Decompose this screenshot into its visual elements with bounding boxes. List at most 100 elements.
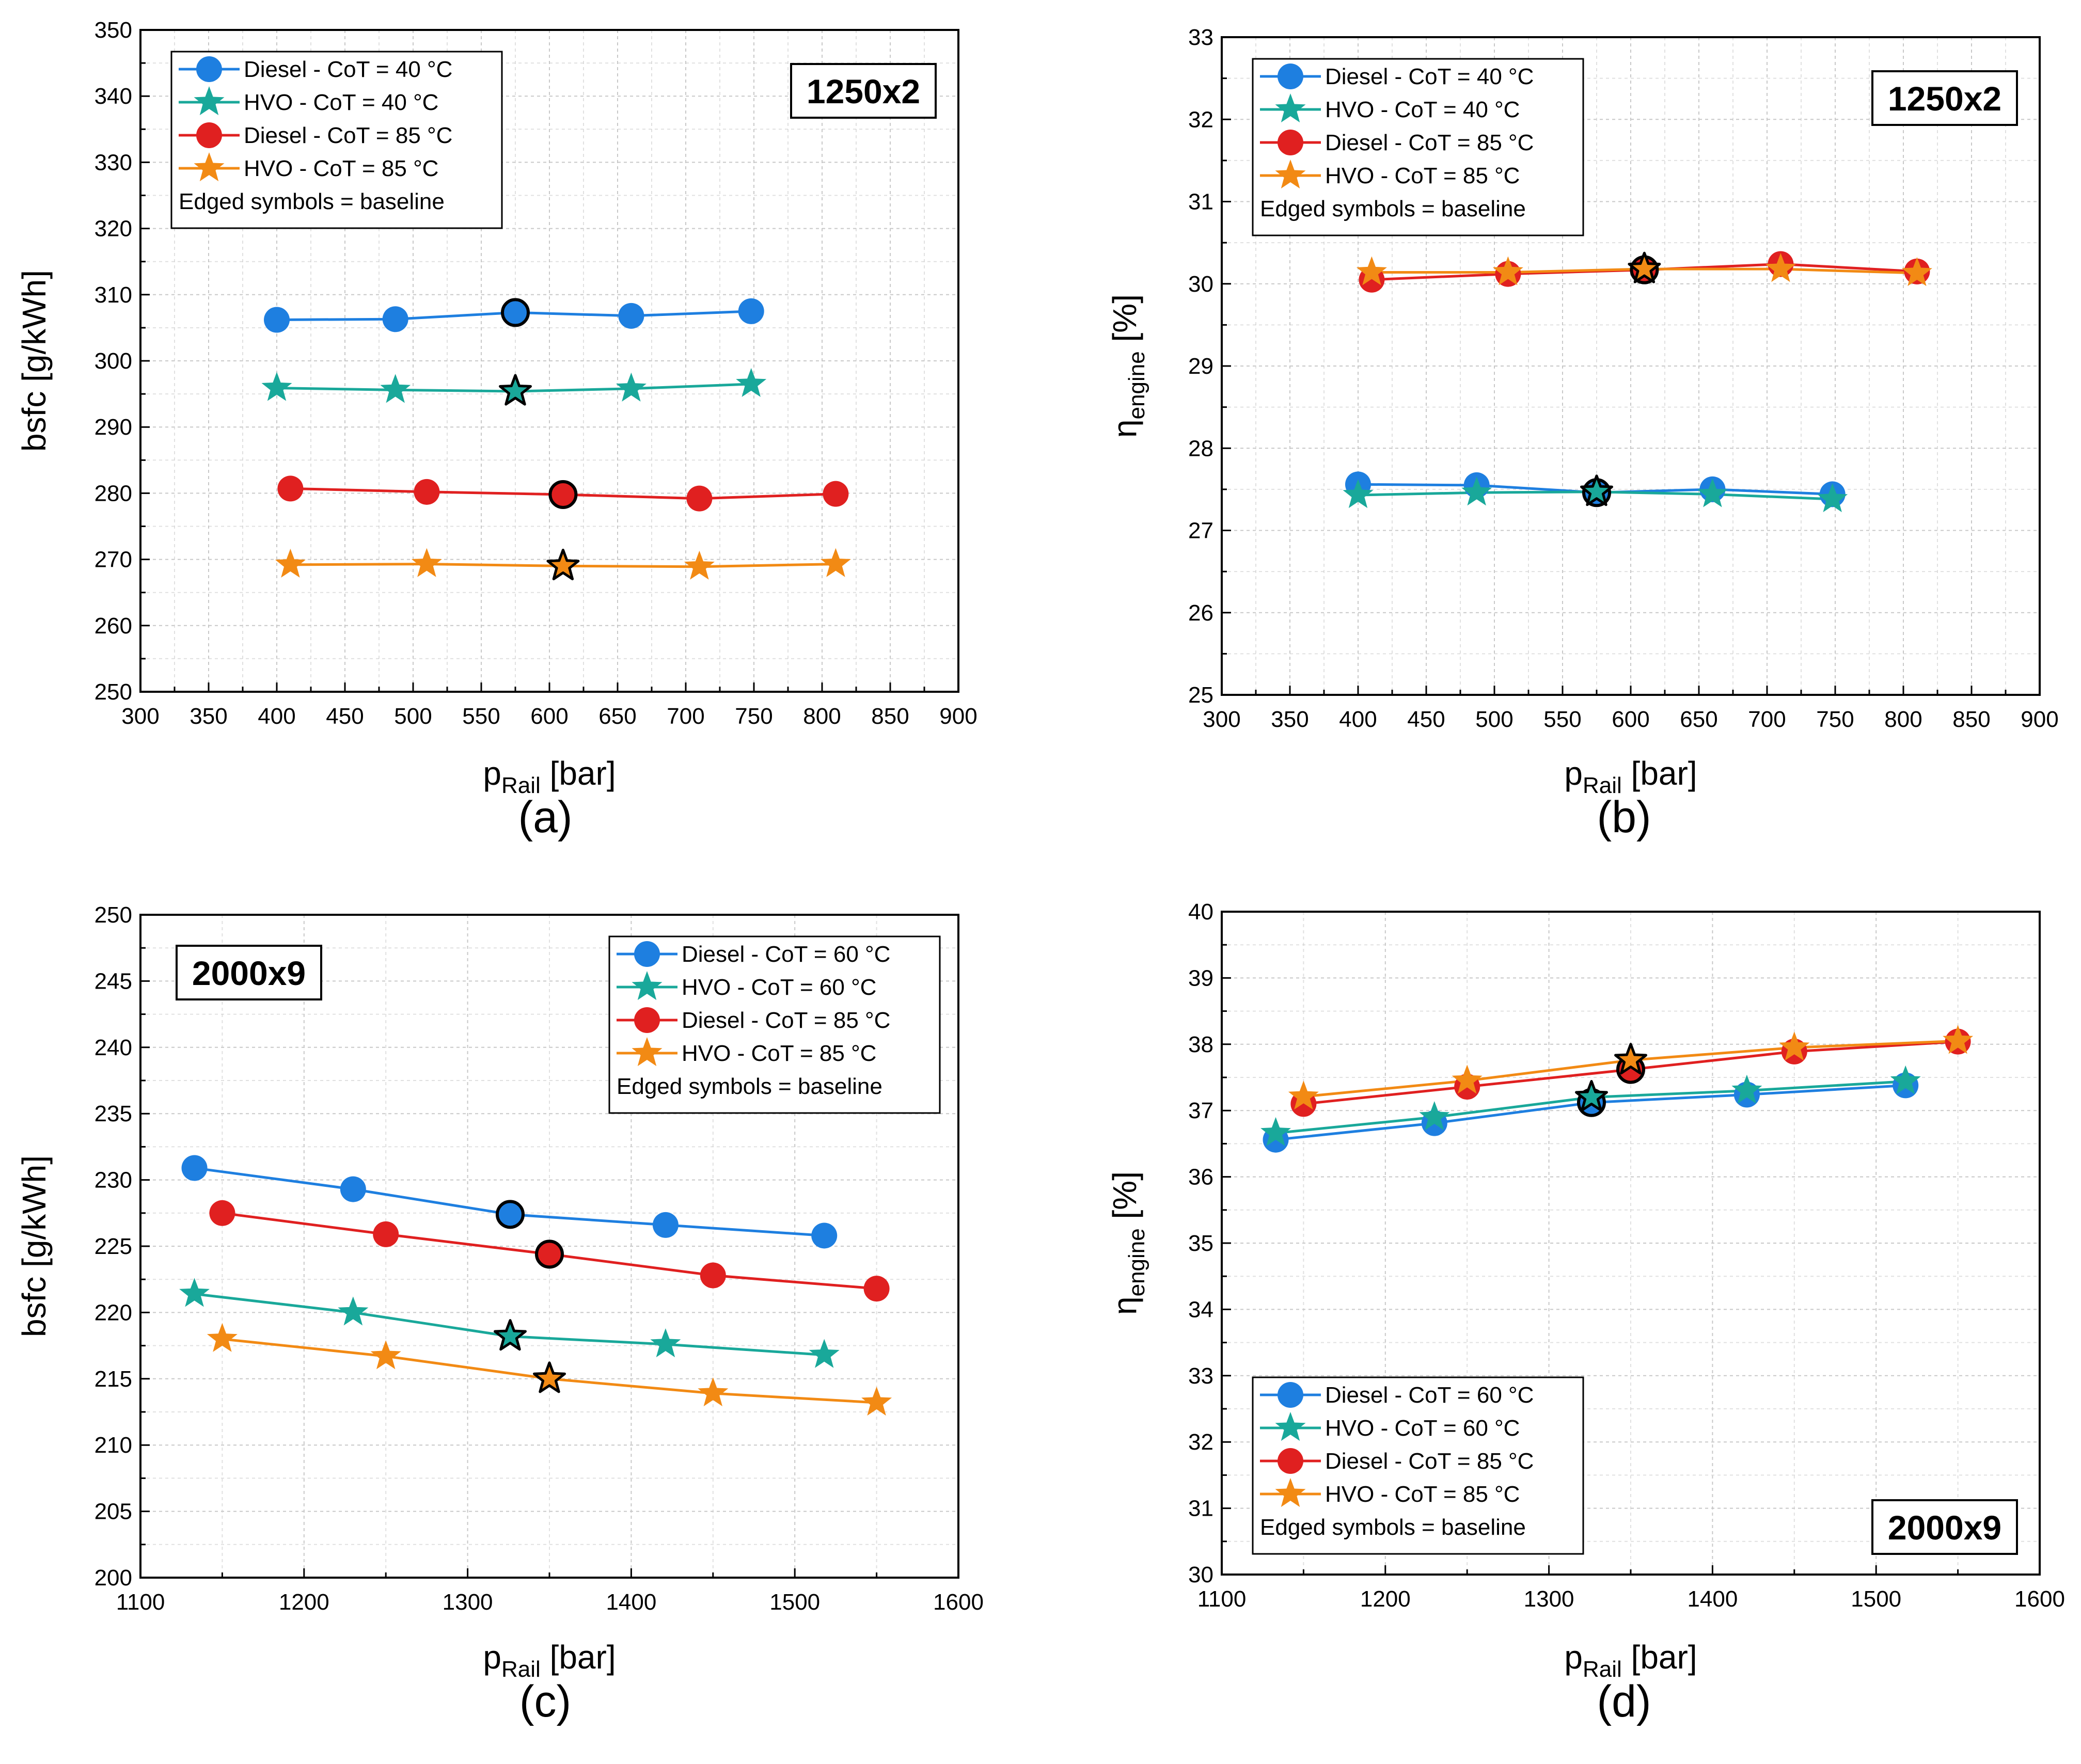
x-tick-label: 650 bbox=[1680, 707, 1717, 732]
x-tick-label: 600 bbox=[1612, 707, 1649, 732]
data-point-s3 bbox=[823, 481, 849, 507]
data-point-s4 bbox=[1288, 1080, 1319, 1110]
data-point-s2 bbox=[179, 1278, 210, 1307]
x-tick-label: 900 bbox=[939, 704, 977, 729]
y-tick-label: 205 bbox=[94, 1499, 132, 1524]
data-point-s4 bbox=[1492, 256, 1523, 285]
x-tick-label: 1500 bbox=[1851, 1586, 1901, 1612]
y-tick-label: 350 bbox=[94, 18, 132, 43]
data-point-s4 bbox=[1628, 251, 1661, 283]
y-tick-label: 270 bbox=[94, 547, 132, 573]
engine-label-box bbox=[176, 945, 322, 1000]
y-tick-label: 330 bbox=[94, 150, 132, 175]
x-tick-label: 1200 bbox=[279, 1590, 329, 1615]
data-point-s4 bbox=[1779, 1031, 1810, 1061]
plot-frame bbox=[139, 29, 959, 693]
data-point-s4 bbox=[1901, 257, 1932, 287]
data-point-s2 bbox=[1343, 479, 1374, 508]
data-point-s2 bbox=[736, 368, 767, 397]
data-point-s2 bbox=[494, 1319, 527, 1351]
legend-entry: Diesel - CoT = 85 °C bbox=[244, 123, 452, 148]
legend-entry: HVO - CoT = 85 °C bbox=[682, 1041, 876, 1066]
data-point-s2 bbox=[1575, 1080, 1608, 1112]
y-tick-label: 35 bbox=[1188, 1231, 1213, 1256]
engine-label-box bbox=[1871, 70, 2018, 126]
data-point-s4 bbox=[1356, 256, 1387, 285]
legend-marker bbox=[632, 1037, 663, 1067]
y-tick-label: 36 bbox=[1188, 1165, 1213, 1190]
y-tick-label: 37 bbox=[1188, 1098, 1213, 1123]
legend-box bbox=[1252, 1376, 1584, 1555]
y-tick-label: 290 bbox=[94, 415, 132, 440]
legend-marker bbox=[1275, 160, 1306, 189]
plot-frame bbox=[1221, 911, 2041, 1576]
y-tick-label: 320 bbox=[94, 216, 132, 242]
legend-marker bbox=[632, 971, 663, 1000]
data-point-s4 bbox=[370, 1340, 401, 1370]
x-tick-label: 750 bbox=[1816, 707, 1854, 732]
panel-label: (a) bbox=[518, 792, 572, 842]
data-point-s2 bbox=[616, 372, 647, 402]
chart-panel-c: 1100 1200 1300 1400 1500 1600 200 205 210 215 220 2… bbox=[15, 902, 984, 1726]
legend-entry: Diesel - CoT = 40 °C bbox=[244, 57, 452, 82]
y-tick-label: 300 bbox=[94, 348, 132, 374]
x-axis-label: pRail [bar] bbox=[1564, 755, 1697, 798]
legend-note: Edged symbols = baseline bbox=[179, 189, 445, 214]
legend-marker bbox=[194, 152, 225, 182]
legend: Diesel - CoT = 40 °C HVO - CoT = 40 °C Die… bbox=[1252, 58, 1584, 236]
y-tick-label: 32 bbox=[1188, 1429, 1213, 1455]
x-tick-label: 1300 bbox=[443, 1590, 493, 1615]
data-point-s1 bbox=[495, 1200, 525, 1229]
data-point-s4 bbox=[1452, 1064, 1483, 1094]
legend-marker bbox=[1278, 63, 1303, 89]
legend-entry: Diesel - CoT = 85 °C bbox=[1325, 1449, 1534, 1474]
data-point-s3 bbox=[373, 1221, 399, 1247]
data-point-s2 bbox=[1461, 476, 1492, 506]
legend-marker bbox=[194, 86, 225, 116]
data-point-s2 bbox=[338, 1296, 369, 1326]
y-tick-label: 33 bbox=[1188, 25, 1213, 50]
legend-box bbox=[608, 935, 941, 1114]
data-point-s2 bbox=[650, 1328, 681, 1358]
x-tick-label: 400 bbox=[258, 704, 295, 729]
y-axis-label: ηengine [%] bbox=[1106, 294, 1149, 438]
legend-note: Edged symbols = baseline bbox=[1260, 196, 1526, 221]
legend-marker bbox=[634, 1007, 660, 1033]
y-tick-label: 27 bbox=[1188, 518, 1213, 544]
x-tick-label: 650 bbox=[598, 704, 636, 729]
y-tick-label: 310 bbox=[94, 282, 132, 308]
data-point-s3 bbox=[414, 479, 440, 505]
data-point-s2 bbox=[1817, 483, 1848, 513]
legend-note: Edged symbols = baseline bbox=[617, 1074, 882, 1099]
y-tick-label: 30 bbox=[1188, 1562, 1213, 1587]
chart-panel-d: 1100 1200 1300 1400 1500 1600 30 31 32 33 34 35 36 37… bbox=[1106, 899, 2065, 1726]
x-tick-label: 850 bbox=[871, 704, 909, 729]
legend: Diesel - CoT = 60 °C HVO - CoT = 60 °C Die… bbox=[608, 935, 941, 1114]
data-point-s3 bbox=[686, 485, 713, 512]
data-point-s1 bbox=[811, 1222, 838, 1249]
chart-panel-a: 300 350 400 450 500 550 600 650 700 750 800 850 900 2… bbox=[15, 18, 978, 842]
y-tick-label: 33 bbox=[1188, 1363, 1213, 1389]
x-tick-label: 600 bbox=[530, 704, 568, 729]
x-tick-label: 350 bbox=[1271, 707, 1308, 732]
y-tick-label: 340 bbox=[94, 84, 132, 109]
y-tick-label: 260 bbox=[94, 613, 132, 639]
x-tick-label: 1600 bbox=[933, 1590, 984, 1615]
data-point-s1 bbox=[738, 298, 764, 324]
panel-label: (c) bbox=[519, 1677, 571, 1726]
data-point-s2 bbox=[1580, 474, 1613, 506]
data-point-s1 bbox=[501, 298, 530, 327]
legend-entry: Diesel - CoT = 60 °C bbox=[682, 942, 890, 967]
x-tick-label: 550 bbox=[462, 704, 500, 729]
x-tick-label: 750 bbox=[735, 704, 773, 729]
legend-entry: HVO - CoT = 85 °C bbox=[1325, 1482, 1520, 1507]
data-point-s2 bbox=[1419, 1101, 1450, 1131]
y-tick-label: 200 bbox=[94, 1565, 132, 1591]
x-axis-label: pRail [bar] bbox=[483, 755, 616, 798]
x-tick-label: 1600 bbox=[2014, 1586, 2065, 1612]
engine-label: 2000x9 bbox=[1888, 1508, 2001, 1547]
y-tick-label: 39 bbox=[1188, 965, 1213, 991]
y-tick-label: 31 bbox=[1188, 189, 1213, 215]
y-axis-label: ηengine [%] bbox=[1106, 1171, 1149, 1315]
